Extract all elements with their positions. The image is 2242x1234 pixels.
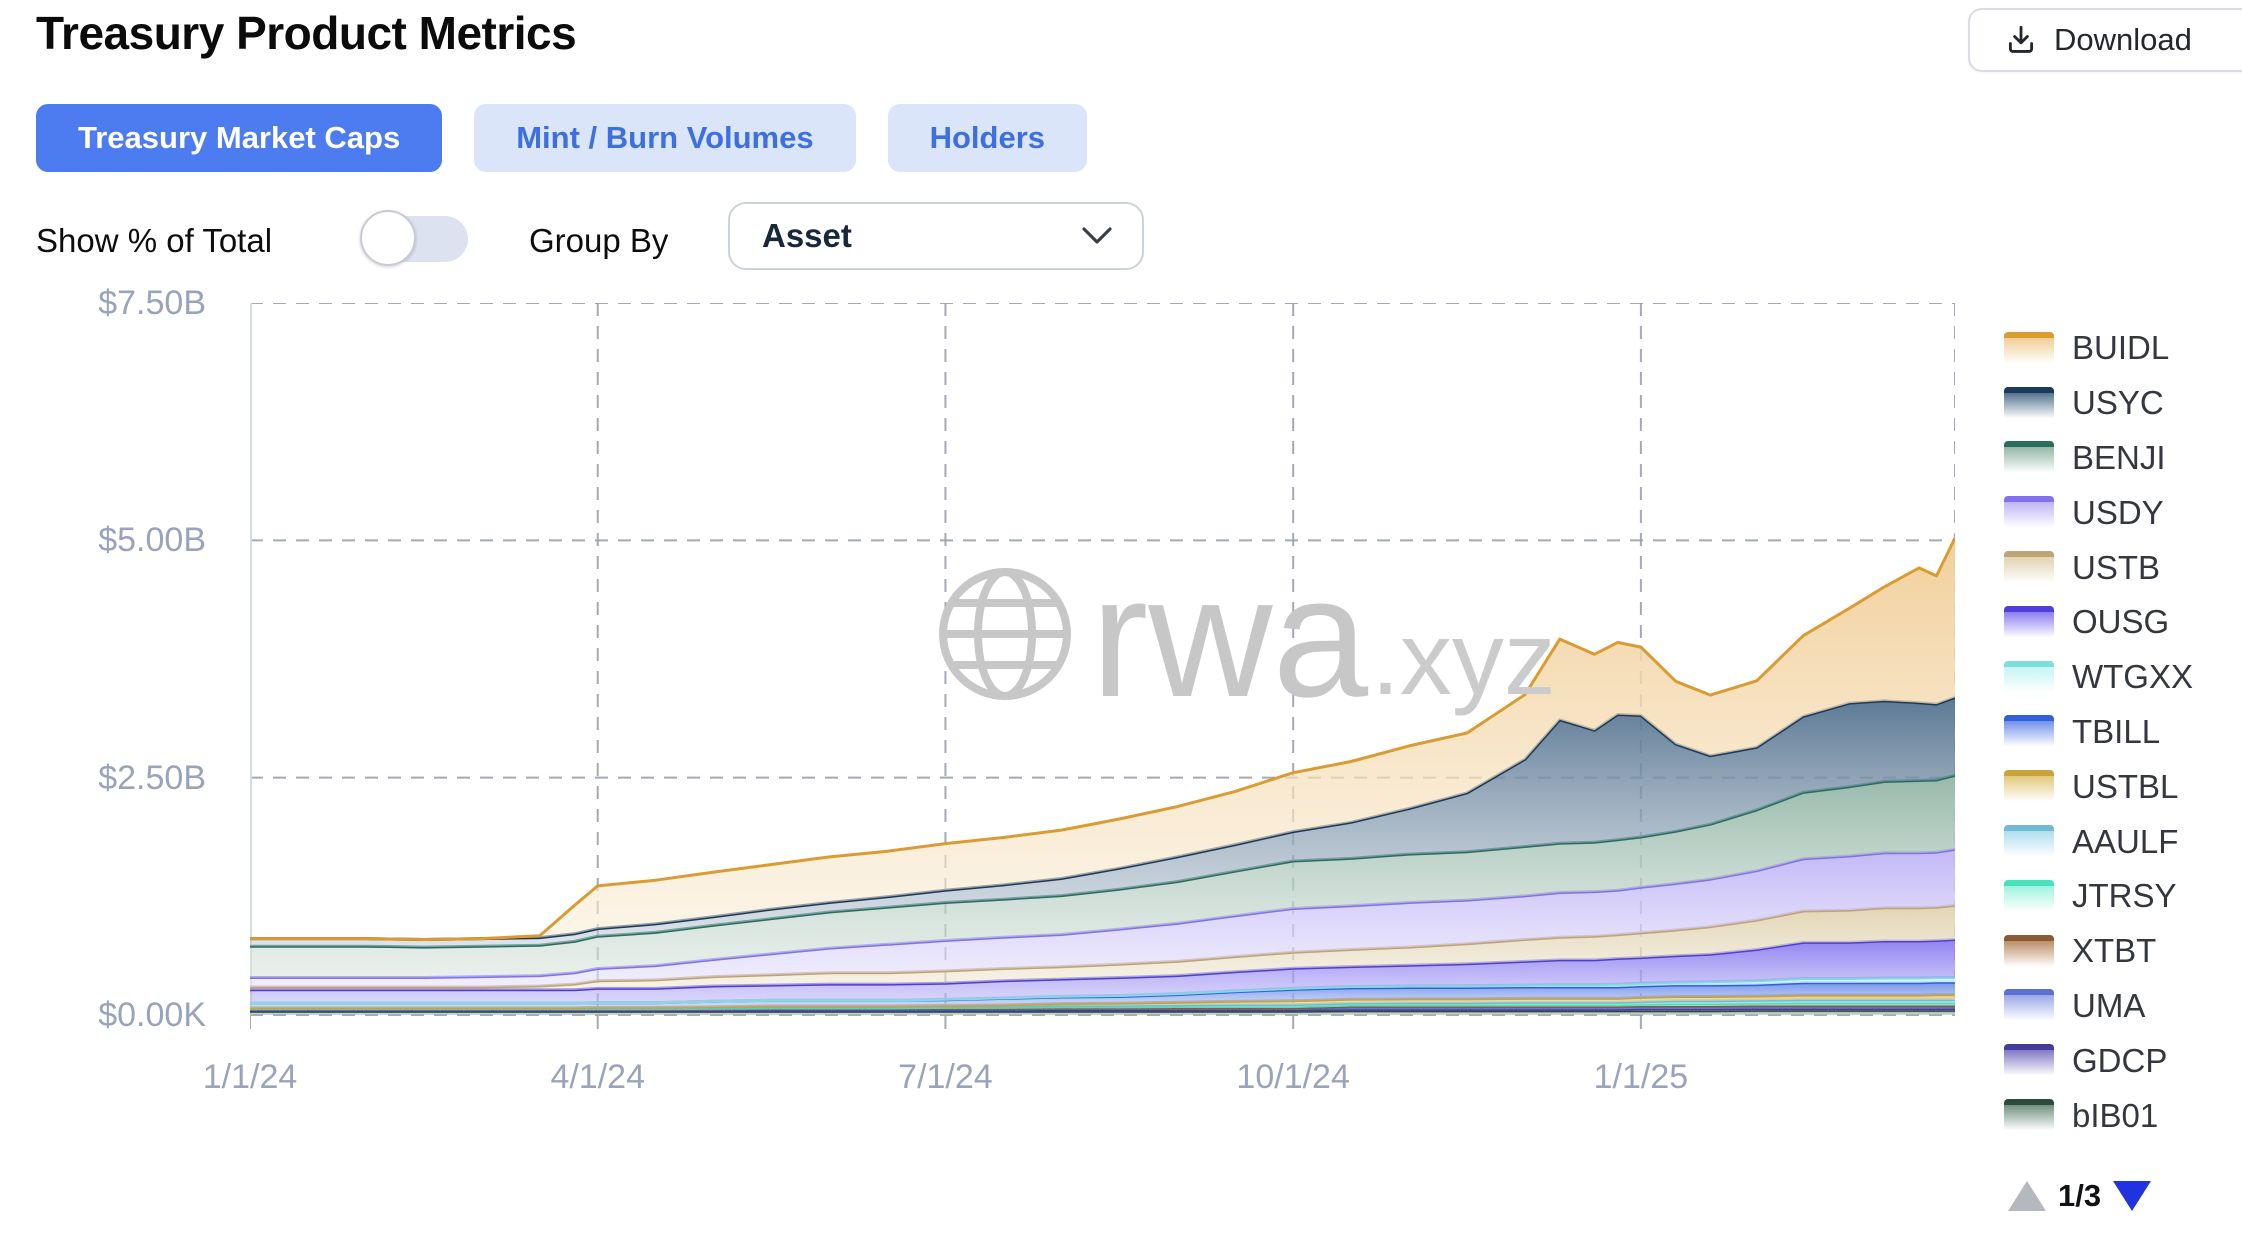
legend-item-label: BUIDL <box>2072 329 2170 367</box>
y-axis-tick-label: $7.50B <box>98 284 206 322</box>
legend-item[interactable]: BENJI <box>2004 431 2240 486</box>
legend-item[interactable]: XTBT <box>2004 924 2240 979</box>
legend: BUIDL USYC BENJI USDY USTB OUSG WTGXX TB… <box>2004 321 2240 1143</box>
x-axis-tick-label: 4/1/24 <box>550 1058 645 1096</box>
y-axis-tick-label: $2.50B <box>98 758 206 797</box>
download-button[interactable]: Download <box>1968 8 2242 72</box>
pagination-down-icon[interactable] <box>2113 1181 2152 1211</box>
legend-swatch <box>2004 989 2054 1023</box>
legend-item[interactable]: GDCP <box>2004 1033 2240 1088</box>
legend-swatch <box>2004 715 2054 749</box>
legend-item-label: USTBL <box>2072 767 2179 805</box>
legend-item-label: WTGXX <box>2072 658 2193 696</box>
legend-item[interactable]: OUSG <box>2004 595 2240 650</box>
download-icon <box>2004 23 2038 57</box>
group-by-label: Group By <box>529 222 669 259</box>
legend-item-label: XTBT <box>2072 932 2157 970</box>
legend-item-label: BENJI <box>2072 438 2166 476</box>
legend-item-label: GDCP <box>2072 1041 2168 1079</box>
tab-mint-burn-volumes[interactable]: Mint / Burn Volumes <box>474 104 856 172</box>
legend-swatch <box>2004 605 2054 639</box>
y-axis-tick-label: $5.00B <box>98 521 206 560</box>
pagination-label: 1/3 <box>2058 1178 2102 1213</box>
download-label: Download <box>2054 22 2192 57</box>
x-axis-tick-label: 1/1/24 <box>202 1058 298 1096</box>
legend-pagination: 1/3 <box>2008 1178 2152 1214</box>
show-percent-toggle[interactable] <box>360 210 468 266</box>
legend-item-label: UMA <box>2072 986 2146 1024</box>
legend-item-label: JTRSY <box>2072 877 2177 915</box>
legend-swatch <box>2004 825 2054 859</box>
legend-item-label: USTB <box>2072 548 2161 586</box>
legend-swatch <box>2004 770 2054 804</box>
tab-holders[interactable]: Holders <box>887 104 1088 172</box>
legend-swatch <box>2004 386 2054 420</box>
metric-tabs: Treasury Market Caps Mint / Burn Volumes… <box>36 104 1088 172</box>
y-axis-tick-label: $0.00K <box>98 996 206 1034</box>
legend-swatch <box>2004 660 2054 694</box>
legend-item-label: OUSG <box>2072 603 2170 641</box>
stacked-area-chart[interactable] <box>249 302 1957 1045</box>
legend-item[interactable]: UMA <box>2004 979 2240 1034</box>
tab-treasury-market-caps[interactable]: Treasury Market Caps <box>36 104 443 172</box>
legend-item[interactable]: WTGXX <box>2004 650 2240 705</box>
page-title: Treasury Product Metrics <box>36 7 577 59</box>
legend-item-label: USYC <box>2072 384 2164 422</box>
chevron-down-icon <box>1080 225 1114 247</box>
legend-item[interactable]: USTB <box>2004 540 2240 595</box>
legend-item[interactable]: BUIDL <box>2004 321 2240 376</box>
legend-swatch <box>2004 441 2054 475</box>
legend-swatch <box>2004 496 2054 530</box>
legend-swatch <box>2004 1099 2054 1133</box>
legend-swatch <box>2004 879 2054 913</box>
legend-swatch <box>2004 331 2054 365</box>
legend-item-label: bIB01 <box>2072 1096 2159 1134</box>
group-by-select[interactable]: Asset <box>728 202 1144 270</box>
legend-item[interactable]: AAULF <box>2004 814 2240 869</box>
legend-item-label: USDY <box>2072 493 2164 531</box>
legend-item-label: AAULF <box>2072 822 2179 860</box>
legend-swatch <box>2004 1044 2054 1078</box>
x-axis-tick-label: 7/1/24 <box>898 1058 993 1096</box>
toggle-knob <box>360 210 416 266</box>
legend-item[interactable]: USDY <box>2004 485 2240 540</box>
legend-swatch <box>2004 551 2054 585</box>
show-percent-label: Show % of Total <box>36 222 273 259</box>
group-by-value: Asset <box>762 217 852 254</box>
pagination-up-icon[interactable] <box>2008 1181 2046 1211</box>
x-axis-tick-label: 1/1/25 <box>1593 1058 1689 1096</box>
legend-item[interactable]: JTRSY <box>2004 869 2240 924</box>
legend-item[interactable]: bIB01 <box>2004 1088 2240 1143</box>
legend-item[interactable]: TBILL <box>2004 705 2240 760</box>
legend-swatch <box>2004 934 2054 968</box>
legend-item[interactable]: USTBL <box>2004 759 2240 814</box>
legend-item[interactable]: USYC <box>2004 376 2240 431</box>
legend-item-label: TBILL <box>2072 712 2161 750</box>
x-axis-tick-label: 10/1/24 <box>1236 1058 1350 1096</box>
